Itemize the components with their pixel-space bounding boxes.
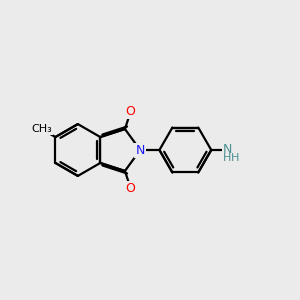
Text: CH₃: CH₃: [31, 124, 52, 134]
Text: N: N: [136, 143, 145, 157]
Text: N: N: [223, 143, 232, 156]
Text: O: O: [126, 182, 136, 195]
Text: O: O: [126, 105, 136, 118]
Text: H: H: [231, 153, 239, 163]
Text: H: H: [223, 153, 232, 163]
